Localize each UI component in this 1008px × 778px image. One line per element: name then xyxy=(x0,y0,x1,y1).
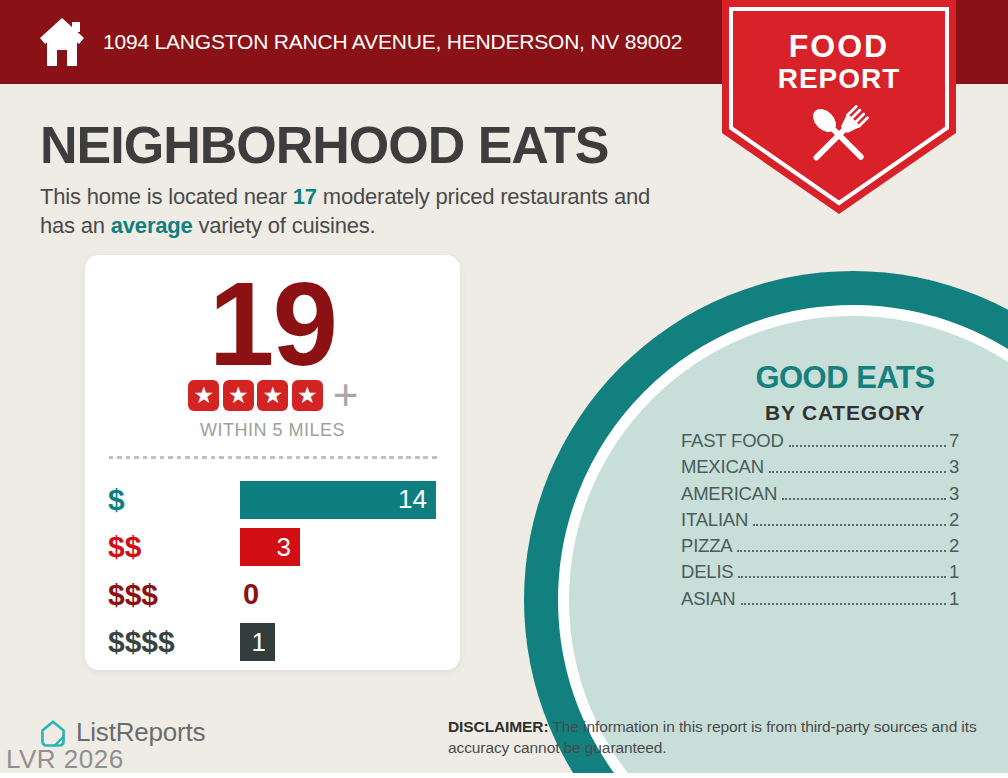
restaurant-count: 17 xyxy=(293,184,317,209)
chart-row: $$$$1 xyxy=(85,619,460,667)
star-icon: ★ xyxy=(257,380,288,411)
dot-leader xyxy=(738,576,945,578)
chart-row: $14 xyxy=(85,476,460,524)
dot-leader xyxy=(769,471,946,473)
ribbon-title-line1: FOOD xyxy=(722,28,956,65)
price-bar-chart: $14$$3$$$0$$$$1 xyxy=(85,476,460,666)
radius-caption: WITHIN 5 MILES xyxy=(85,420,460,441)
bar: 1 xyxy=(240,623,275,661)
bar: 3 xyxy=(240,528,300,566)
category-list: FAST FOOD7MEXICAN3AMERICAN3ITALIAN2PIZZA… xyxy=(681,430,959,614)
price-tier-label: $$$ xyxy=(108,578,240,612)
summary-card: 19 ★★★★+ WITHIN 5 MILES $14$$3$$$0$$$$1 xyxy=(85,255,460,670)
bottom-edge-strip xyxy=(0,773,1008,778)
bar-zone: 3 xyxy=(240,528,460,566)
zero-value: 0 xyxy=(240,578,259,610)
category-row: FAST FOOD 7 xyxy=(681,430,959,456)
category-row: DELIS 1 xyxy=(681,561,959,587)
property-address: 1094 LANGSTON RANCH AVENUE, HENDERSON, N… xyxy=(103,30,682,54)
plus-sign: + xyxy=(333,380,359,410)
category-label: FAST FOOD xyxy=(681,430,784,452)
bar-zone: 0 xyxy=(240,578,460,611)
category-row: MEXICAN 3 xyxy=(681,456,959,482)
category-count: 1 xyxy=(949,588,959,610)
watermark: LVR 2026 xyxy=(6,744,124,775)
category-count: 3 xyxy=(949,483,959,505)
dashed-divider xyxy=(109,456,437,459)
dot-leader xyxy=(737,550,945,552)
category-count: 7 xyxy=(949,430,959,452)
category-count: 2 xyxy=(949,535,959,557)
spoon-fork-icon xyxy=(796,92,882,178)
house-icon xyxy=(38,17,86,67)
food-report-ribbon: FOOD REPORT xyxy=(722,0,956,214)
category-label: ASIAN xyxy=(681,588,736,610)
chart-row: $$3 xyxy=(85,524,460,572)
category-label: ITALIAN xyxy=(681,509,748,531)
category-row: AMERICAN 3 xyxy=(681,483,959,509)
dot-leader xyxy=(782,498,946,500)
bar: 14 xyxy=(240,481,436,519)
category-count: 2 xyxy=(949,509,959,531)
bar-zone: 1 xyxy=(240,623,460,661)
star-rating: ★★★★+ xyxy=(85,379,460,411)
dot-leader xyxy=(741,603,946,605)
category-row: ITALIAN 2 xyxy=(681,509,959,535)
dot-leader xyxy=(789,445,946,447)
star-icon: ★ xyxy=(292,380,323,411)
chart-row: $$$0 xyxy=(85,571,460,619)
disclaimer: DISCLAIMER: The information in this repo… xyxy=(448,716,983,758)
price-tier-label: $$$$ xyxy=(108,625,240,659)
price-tier-label: $$ xyxy=(108,530,240,564)
ribbon-title-line2: REPORT xyxy=(722,63,956,95)
variety-highlight: average xyxy=(111,213,193,238)
category-label: PIZZA xyxy=(681,535,732,557)
category-count: 1 xyxy=(949,561,959,583)
intro-text: This home is located near 17 moderately … xyxy=(40,182,670,240)
price-tier-label: $ xyxy=(108,483,240,517)
category-row: PIZZA 2 xyxy=(681,535,959,561)
category-count: 3 xyxy=(949,456,959,478)
category-label: MEXICAN xyxy=(681,456,764,478)
bar-zone: 14 xyxy=(240,481,460,519)
star-icon: ★ xyxy=(188,380,219,411)
good-eats-subtitle: BY CATEGORY xyxy=(700,401,990,425)
category-row: ASIAN 1 xyxy=(681,588,959,614)
category-label: DELIS xyxy=(681,561,733,583)
star-icon: ★ xyxy=(223,380,254,411)
page-title: NEIGHBORHOOD EATS xyxy=(40,115,609,175)
dot-leader xyxy=(753,524,946,526)
category-label: AMERICAN xyxy=(681,483,777,505)
good-eats-heading: GOOD EATS BY CATEGORY xyxy=(700,360,990,425)
total-restaurants: 19 xyxy=(85,265,460,383)
good-eats-title: GOOD EATS xyxy=(700,360,990,396)
